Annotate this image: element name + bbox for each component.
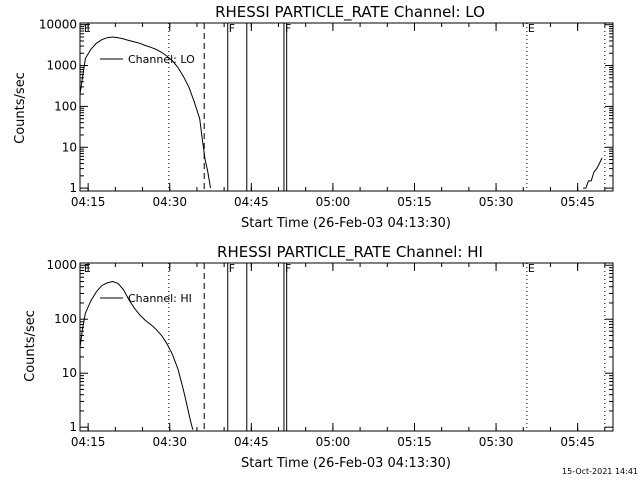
panel-hi-flag-label: E — [528, 262, 535, 275]
panel-lo-ytick-label: 1000 — [46, 59, 77, 73]
panel-lo-series-line — [583, 157, 603, 189]
panel-lo-flag-label: E — [528, 22, 535, 35]
panel-lo-xtick-label: 04:30 — [152, 195, 187, 209]
panel-hi-legend-label: Channel: HI — [128, 292, 192, 305]
panel-hi-ytick-label: 10 — [62, 366, 77, 380]
panel-hi-series-line — [79, 280, 194, 430]
panel-lo-ylabel: Counts/sec — [13, 72, 28, 144]
panel-lo-xtick-label: 04:15 — [71, 195, 106, 209]
panel-lo-ytick-label: 10000 — [39, 18, 77, 32]
panel-hi-xtick-label: 05:15 — [397, 435, 432, 449]
panel-hi-flag-label: E — [84, 262, 91, 275]
panel-lo-xtick-label: 05:45 — [560, 195, 595, 209]
panel-hi-flag-label: F — [229, 262, 235, 275]
panel-lo-title: RHESSI PARTICLE_RATE Channel: LO — [215, 3, 485, 22]
panel-lo-xtick-label: 05:15 — [397, 195, 432, 209]
panel-hi: RHESSI PARTICLE_RATE Channel: HI Start T… — [23, 243, 614, 471]
panel-hi-xtick-label: 04:45 — [234, 435, 269, 449]
panel-hi-xtick-label: 05:00 — [316, 435, 351, 449]
panel-lo: RHESSI PARTICLE_RATE Channel: LO Start T… — [13, 3, 614, 231]
panel-lo-flag-label: E — [84, 22, 91, 35]
panel-hi-xlabel: Start Time (26-Feb-03 04:13:30) — [241, 456, 451, 471]
panel-hi-flag-label: F — [285, 262, 291, 275]
panel-hi-xtick-label: 04:30 — [152, 435, 187, 449]
panel-lo-ytick-label: 10 — [62, 140, 77, 154]
panel-lo-series-line — [79, 36, 211, 189]
panel-lo-flag-label: F — [229, 22, 235, 35]
panel-lo-ytick-label: 100 — [54, 99, 77, 113]
panel-hi-ylabel: Counts/sec — [23, 310, 38, 382]
panel-lo-xtick-label: 05:30 — [479, 195, 514, 209]
panel-hi-xtick-label: 05:45 — [560, 435, 595, 449]
panel-hi-ytick-label: 1 — [69, 420, 77, 434]
panel-lo-ytick-label: 1 — [69, 181, 77, 195]
panel-hi-xtick-label: 04:15 — [71, 435, 106, 449]
panel-hi-xtick-label: 05:30 — [479, 435, 514, 449]
panel-lo-legend-label: Channel: LO — [128, 53, 195, 66]
panel-hi-title: RHESSI PARTICLE_RATE Channel: HI — [217, 243, 483, 262]
panel-lo-xlabel: Start Time (26-Feb-03 04:13:30) — [241, 216, 451, 231]
panel-hi-ytick-label: 1000 — [46, 258, 77, 272]
panel-hi-ytick-label: 100 — [54, 312, 77, 326]
panel-lo-frame — [79, 22, 614, 192]
panel-lo-xtick-label: 05:00 — [316, 195, 351, 209]
panel-lo-flag-label: F — [285, 22, 291, 35]
footer-timestamp: 15-Oct-2021 14:41 — [562, 467, 638, 476]
panel-lo-xtick-label: 04:45 — [234, 195, 269, 209]
